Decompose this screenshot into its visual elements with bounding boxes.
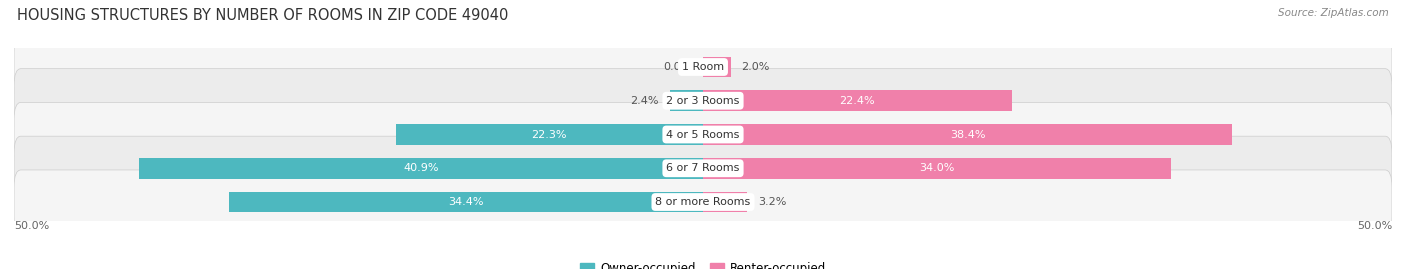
Text: 2.0%: 2.0% (741, 62, 770, 72)
Text: 8 or more Rooms: 8 or more Rooms (655, 197, 751, 207)
Text: 34.4%: 34.4% (449, 197, 484, 207)
FancyBboxPatch shape (14, 35, 1392, 99)
Text: 2.4%: 2.4% (630, 96, 659, 106)
Bar (229, 192, 703, 213)
Bar (703, 124, 1232, 145)
Text: 3.2%: 3.2% (758, 197, 786, 207)
Text: Source: ZipAtlas.com: Source: ZipAtlas.com (1278, 8, 1389, 18)
Text: 0.0%: 0.0% (664, 62, 692, 72)
Text: 50.0%: 50.0% (1357, 221, 1392, 231)
Bar (703, 56, 731, 77)
Bar (703, 192, 747, 213)
Text: 50.0%: 50.0% (14, 221, 49, 231)
Text: 34.0%: 34.0% (920, 163, 955, 173)
Text: HOUSING STRUCTURES BY NUMBER OF ROOMS IN ZIP CODE 49040: HOUSING STRUCTURES BY NUMBER OF ROOMS IN… (17, 8, 508, 23)
FancyBboxPatch shape (14, 69, 1392, 133)
Bar (395, 124, 703, 145)
Bar (703, 90, 1012, 111)
Text: 1 Room: 1 Room (682, 62, 724, 72)
FancyBboxPatch shape (14, 136, 1392, 200)
FancyBboxPatch shape (14, 170, 1392, 234)
Text: 22.4%: 22.4% (839, 96, 875, 106)
Legend: Owner-occupied, Renter-occupied: Owner-occupied, Renter-occupied (575, 258, 831, 269)
Text: 6 or 7 Rooms: 6 or 7 Rooms (666, 163, 740, 173)
Text: 40.9%: 40.9% (404, 163, 439, 173)
Text: 38.4%: 38.4% (950, 129, 986, 140)
Text: 4 or 5 Rooms: 4 or 5 Rooms (666, 129, 740, 140)
Bar (139, 158, 703, 179)
Text: 22.3%: 22.3% (531, 129, 567, 140)
Text: 2 or 3 Rooms: 2 or 3 Rooms (666, 96, 740, 106)
FancyBboxPatch shape (14, 102, 1392, 167)
Bar (669, 90, 703, 111)
Bar (703, 158, 1171, 179)
